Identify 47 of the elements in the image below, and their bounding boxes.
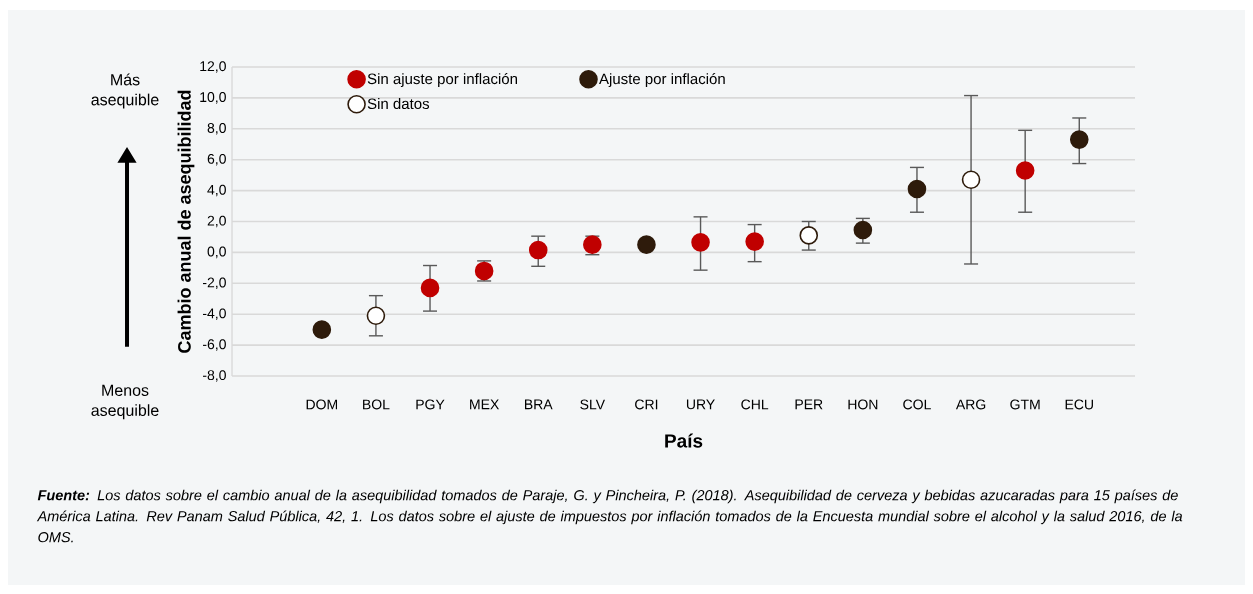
- y-axis-title: Cambio anual de asequibilidad: [177, 90, 195, 353]
- legend-label: Sin ajuste por inflación: [367, 72, 517, 88]
- y-tick-label: 10,0: [200, 92, 226, 104]
- x-tick-label: MEX: [470, 399, 500, 410]
- y-tick-label: 4,0: [207, 184, 226, 197]
- x-tick-label: CHL: [741, 399, 769, 410]
- x-tick-label: CRI: [635, 399, 658, 410]
- x-tick-label: DOM: [306, 399, 338, 410]
- x-tick-label: ECU: [1065, 399, 1093, 410]
- point: [853, 220, 873, 240]
- x-tick-label: HON: [848, 399, 878, 410]
- y-tick-label: -4,0: [202, 308, 226, 320]
- point: [907, 179, 927, 199]
- y-tick-label: 2,0: [207, 215, 226, 228]
- y-tick-label: 8,0: [207, 123, 226, 135]
- x-tick-label: BOL: [363, 399, 390, 410]
- y-tick-label: 12,0: [200, 61, 226, 73]
- x-tick-label: BRA: [524, 399, 553, 410]
- x-tick-label: ARG: [955, 399, 986, 410]
- y-tick-label: -6,0: [202, 339, 226, 351]
- point: [1069, 130, 1089, 149]
- point: [691, 233, 710, 252]
- text: Fuente: Los datos sobre el cambio anual de la asequibilidad tomados de Paraje, G. y Pincheira, P. (2018). Asequibilidad de cerveza y bebidas azucaradas para 15 países de América Latina. Rev Panam Salud Pública, 42, 1. Los datos sobre el ajuste de impuestos por inflación tomados de la Encuesta mundial sobre el alcohol y la salud 2016, de la OMS.: [36, 489, 1183, 543]
- y-tick-label: -2,0: [202, 277, 226, 290]
- point: [420, 278, 440, 298]
- y-tick-label: -8,0: [202, 370, 226, 382]
- point: [1015, 161, 1035, 180]
- x-tick-label: GTM: [1010, 399, 1040, 410]
- text: Más asequible: [91, 73, 159, 109]
- y-tick-label: 6,0: [207, 153, 226, 166]
- point: [637, 235, 656, 254]
- x-axis-title: País: [665, 433, 703, 448]
- point: [366, 306, 386, 326]
- y-tick-label: 0,0: [207, 246, 226, 259]
- point: [961, 170, 981, 190]
- x-tick-label: URY: [686, 399, 715, 410]
- point: [312, 320, 332, 339]
- point: [528, 240, 548, 260]
- text: Menos asequible: [91, 384, 159, 420]
- legend-label: Ajuste por inflación: [599, 72, 725, 88]
- x-tick-label: PER: [795, 399, 823, 410]
- x-tick-label: SLV: [580, 399, 605, 410]
- point: [745, 232, 764, 251]
- legend-label: Sin datos: [367, 98, 430, 110]
- x-tick-label: COL: [903, 399, 931, 410]
- x-tick-label: PGY: [416, 399, 445, 410]
- point: [799, 226, 819, 245]
